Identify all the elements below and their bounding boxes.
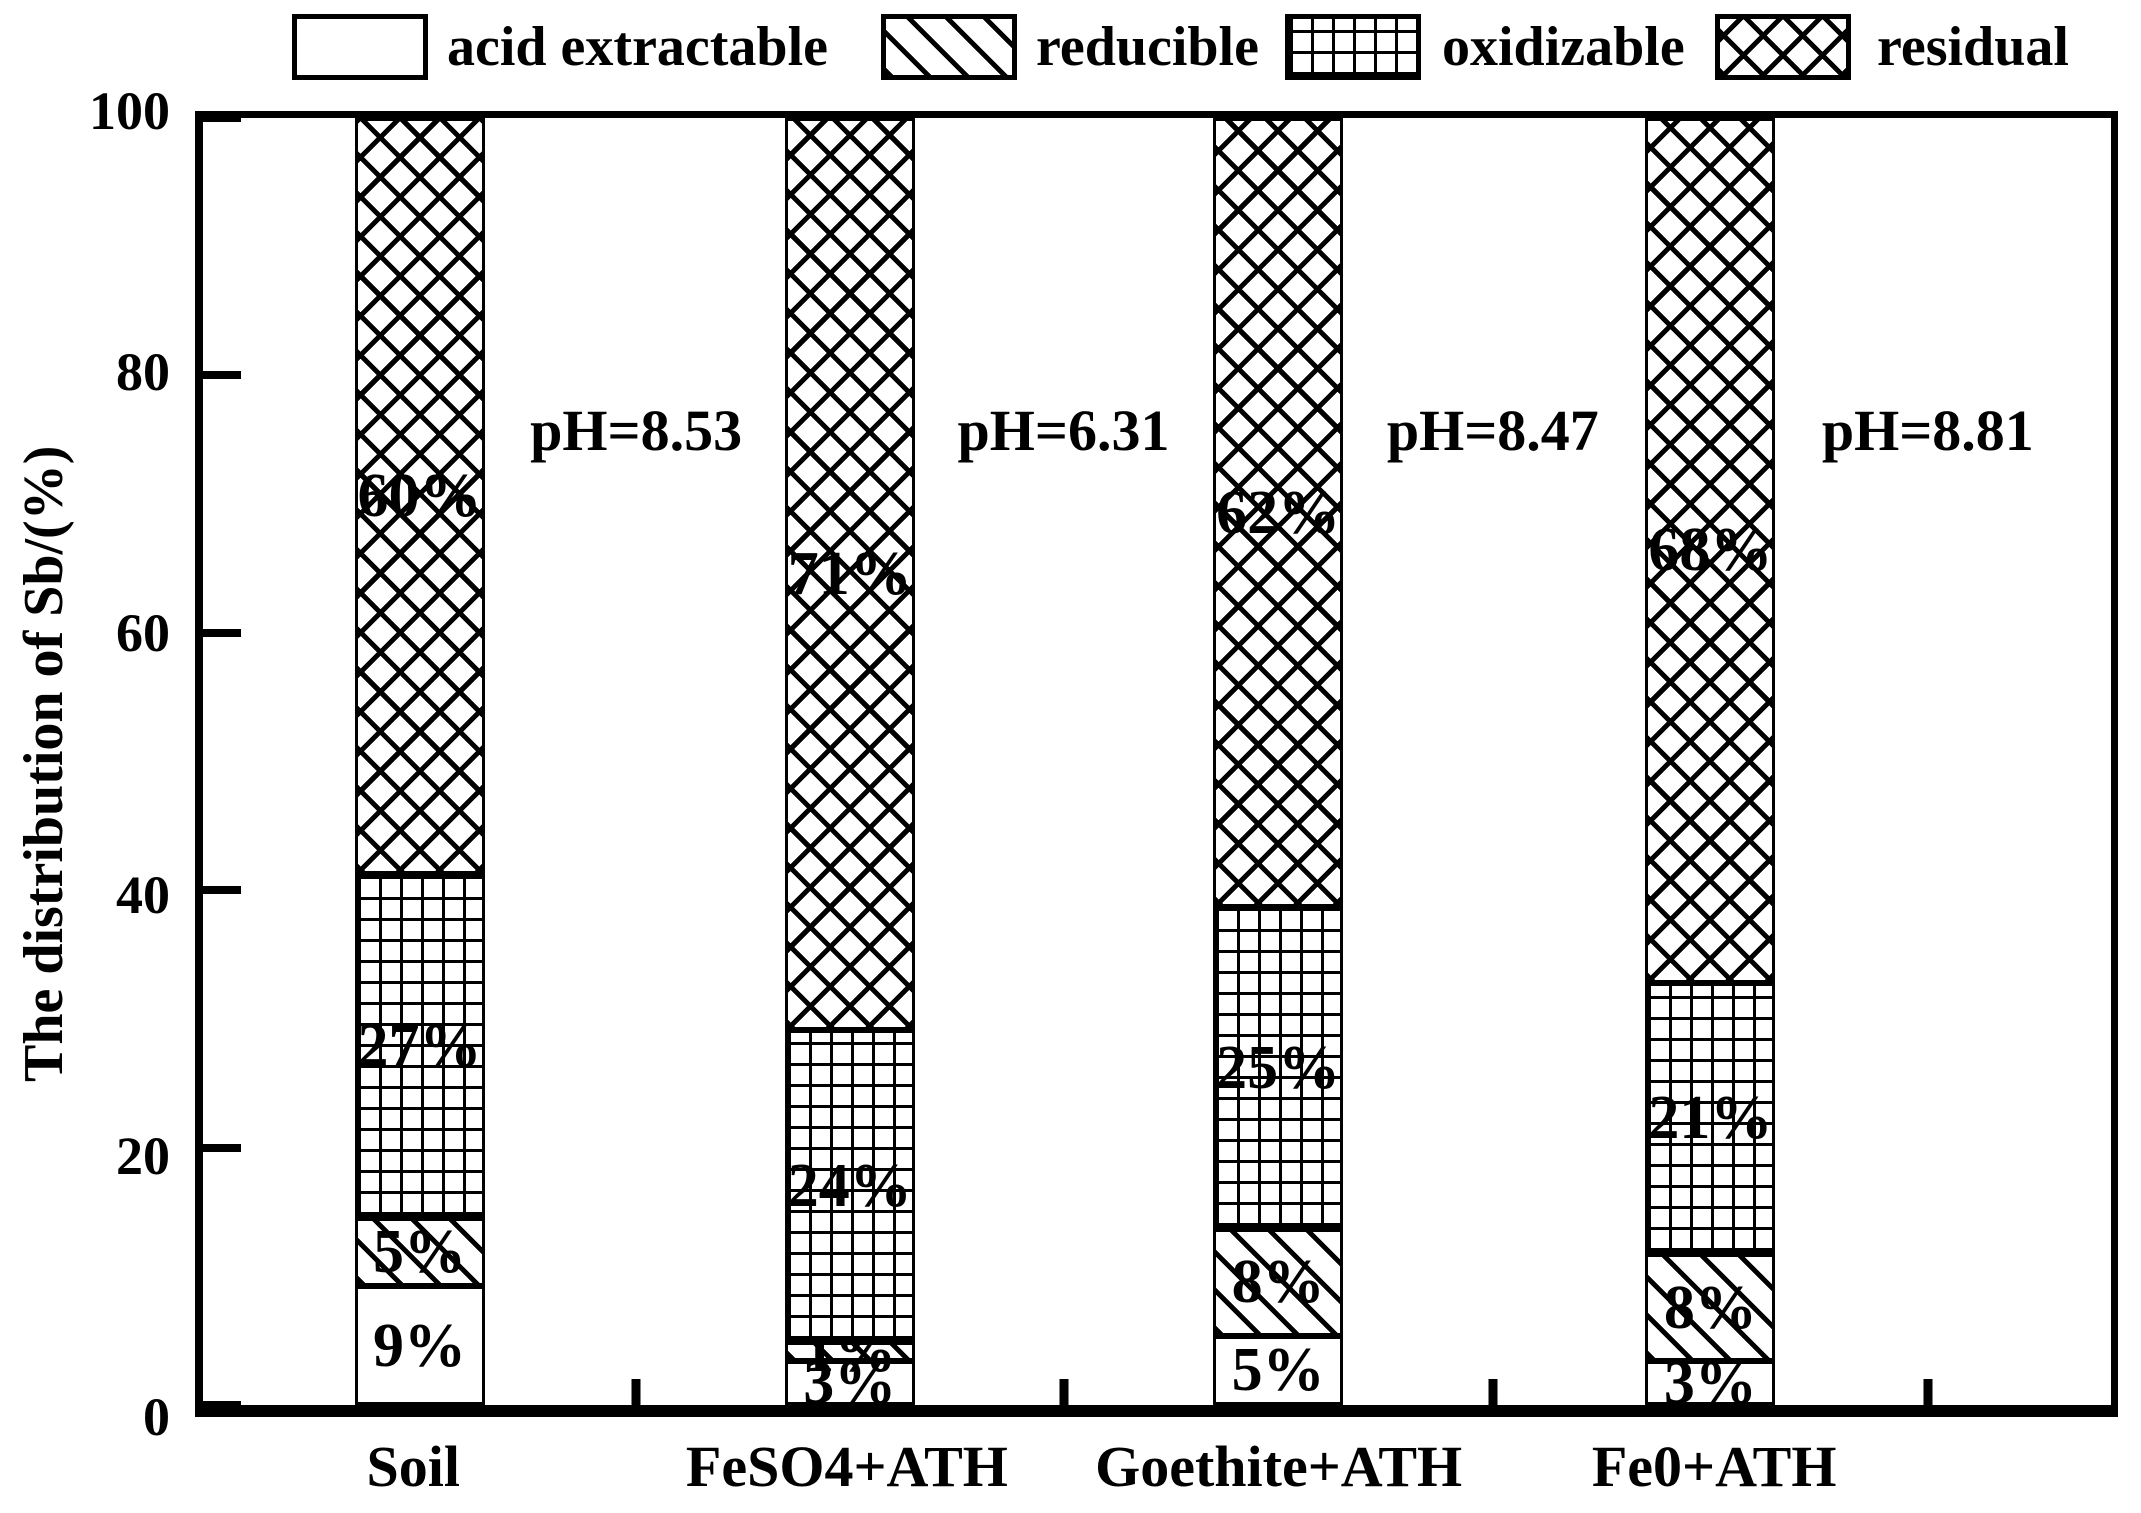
ph-annotation-goethite-ath: pH=8.47 (1386, 397, 1599, 463)
x-category-label-fe0-ath: Fe0+ATH (1591, 1434, 1837, 1499)
y-tick-label-20: 20 (116, 1125, 170, 1186)
segment-feso4-ath-reducible: 1% (784, 1320, 915, 1382)
y-tick-label-40: 40 (116, 864, 170, 925)
bar-fe0-ath: 3% 8% 21% 68% (1645, 117, 1776, 1414)
x-axis-category-labels: Soil FeSO4+ATH Goethite+ATH Fe0+ATH (195, 1438, 2118, 1508)
segment-value-label: 5% (373, 1218, 467, 1287)
ph-annotation-fe0-ath: pH=8.81 (1821, 397, 2034, 463)
x-minor-tick-3 (1923, 1379, 1933, 1405)
segment-value-label: 9% (373, 1311, 467, 1380)
x-category-label-goethite-ath: Goethite+ATH (1095, 1434, 1463, 1499)
segment-value-label: 27% (357, 1012, 482, 1081)
segment-fe0-ath-reducible: 8% (1645, 1254, 1776, 1362)
y-tick-40 (203, 886, 241, 895)
segment-value-label: 71% (787, 539, 912, 608)
segment-goethite-ath-acid-extractable: 5% (1213, 1335, 1344, 1405)
segment-value-label: 8% (1663, 1273, 1757, 1342)
y-tick-label-60: 60 (116, 603, 170, 664)
x-category-label-soil: Soil (366, 1434, 461, 1499)
segment-soil-residual: 60% (354, 117, 485, 875)
segment-value-label: 68% (1648, 516, 1773, 585)
segment-value-label: 3% (1663, 1349, 1757, 1418)
segment-feso4-ath-oxidizable: 24% (784, 1029, 915, 1342)
ph-annotation-soil: pH=8.53 (530, 397, 743, 463)
y-axis-tick-labels: 0 20 40 60 80 100 (0, 84, 170, 1444)
legend: acid extractable reducible oxidizable resid… (0, 0, 2141, 100)
y-tick-20 (203, 1143, 241, 1152)
legend-swatch-reducible-icon (881, 14, 1017, 80)
legend-label: reducible (1036, 16, 1259, 78)
segment-value-label: 24% (787, 1151, 912, 1220)
segment-goethite-ath-oxidizable: 25% (1213, 907, 1344, 1229)
segment-value-label: 8% (1231, 1248, 1325, 1317)
x-category-label-feso4-ath: FeSO4+ATH (685, 1434, 1008, 1499)
legend-label: residual (1877, 16, 2069, 78)
legend-swatch-residual-icon (1715, 14, 1851, 80)
legend-swatch-oxidizable-icon (1285, 14, 1421, 80)
y-tick-label-0: 0 (143, 1387, 170, 1447)
y-tick-0 (203, 1401, 241, 1409)
legend-label: oxidizable (1442, 16, 1685, 78)
segment-goethite-ath-reducible: 8% (1213, 1228, 1344, 1336)
bar-feso4-ath: 3% 1% 24% 71% (784, 118, 915, 1414)
y-tick-60 (203, 628, 241, 637)
legend-label: acid extractable (447, 16, 828, 78)
legend-swatch-acid-extractable-icon (292, 14, 428, 80)
x-minor-tick-0 (631, 1379, 641, 1405)
segment-fe0-ath-oxidizable: 21% (1645, 982, 1776, 1255)
bar-soil: 9% 5% 27% 60% (354, 117, 485, 1405)
segment-feso4-ath-acid-extractable: 3% (784, 1352, 915, 1414)
segment-value-label: 62% (1216, 478, 1341, 547)
plot-area: 9% 5% 27% 60% 3% 1% 24% 71% 5% 8% 25% 62% 3% 8% 21% 68%… (195, 111, 2118, 1417)
segment-value-label: 3% (803, 1348, 897, 1417)
segment-value-label: 25% (1216, 1033, 1341, 1102)
segment-feso4-ath-residual: 71% (784, 118, 915, 1030)
segment-soil-acid-extractable: 9% (354, 1286, 485, 1405)
y-tick-80 (203, 371, 241, 380)
segment-goethite-ath-residual: 62% (1213, 117, 1344, 908)
ph-annotation-feso4-ath: pH=6.31 (957, 397, 1170, 463)
segment-value-label: 5% (1231, 1336, 1325, 1405)
segment-soil-oxidizable: 27% (354, 874, 485, 1218)
segment-soil-reducible: 5% (354, 1217, 485, 1287)
y-tick-label-80: 80 (116, 342, 170, 403)
y-tick-label-100: 100 (89, 81, 170, 141)
y-tick-100 (203, 114, 241, 122)
segment-value-label: 60% (357, 462, 482, 531)
x-minor-tick-1 (1059, 1379, 1068, 1405)
segment-value-label: 21% (1648, 1084, 1773, 1153)
x-minor-tick-2 (1488, 1379, 1498, 1405)
segment-fe0-ath-residual: 68% (1645, 117, 1776, 983)
segment-fe0-ath-acid-extractable: 3% (1645, 1352, 1776, 1414)
bar-goethite-ath: 5% 8% 25% 62% (1213, 117, 1344, 1405)
